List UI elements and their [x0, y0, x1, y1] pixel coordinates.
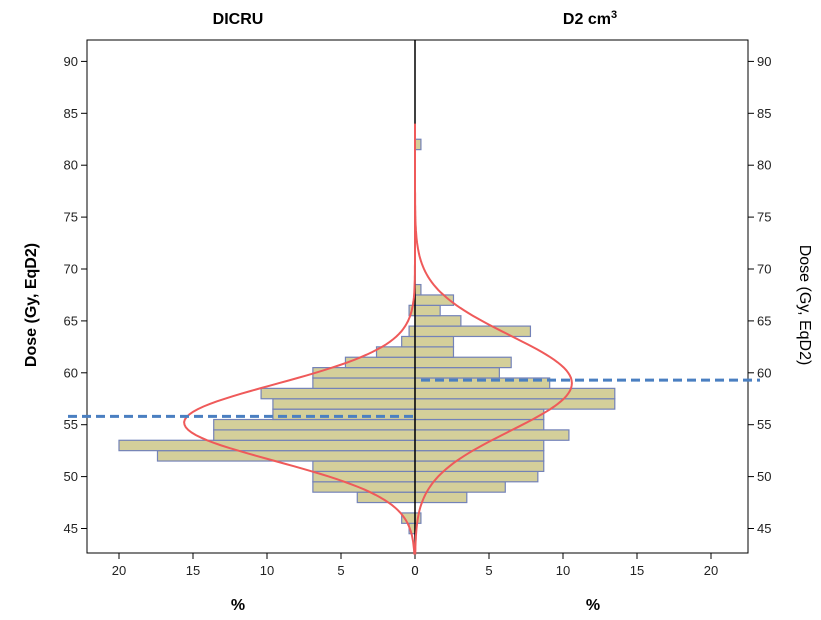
histogram-bar-right: [414, 356, 512, 369]
y-tick-label-right: 85: [757, 106, 771, 121]
x-tick-label-right: 20: [704, 563, 718, 578]
x-axis-title-left: %: [231, 597, 245, 614]
histogram-bar-left: [375, 346, 416, 358]
x-axis-title-right: %: [586, 597, 600, 614]
y-tick-label-left: 65: [64, 313, 78, 328]
x-tick-label-right: 0: [411, 563, 418, 578]
histogram-bar-right: [414, 315, 462, 327]
histogram-bar-right: [414, 429, 570, 441]
histogram-bar-right: [414, 450, 545, 462]
panel-title-right-text: D2 cm: [563, 11, 611, 28]
histogram-bar-right: [414, 335, 455, 348]
histogram-bar-right: [414, 439, 545, 452]
y-tick-label-right: 65: [757, 313, 771, 328]
y-tick-label-right: 90: [757, 54, 771, 69]
y-tick-label-right: 45: [757, 521, 771, 536]
y-axis-title-left: Dose (Gy, EqD2): [23, 243, 40, 367]
y-tick-label-left: 55: [64, 417, 78, 432]
y-tick-label-left: 50: [64, 469, 78, 484]
histogram-bar-right: [414, 346, 455, 358]
histogram-bar-right: [414, 325, 532, 338]
y-tick-label-right: 50: [757, 469, 771, 484]
y-tick-label-right: 70: [757, 262, 771, 277]
x-tick-label-left: 0: [411, 563, 418, 578]
histogram-bar-right: [414, 283, 422, 296]
x-tick-label-right: 5: [485, 563, 492, 578]
histogram-bar-left: [272, 398, 416, 410]
histogram-bar-right: [414, 304, 441, 317]
x-tick-label-right: 15: [630, 563, 644, 578]
x-tick-label-left: 15: [186, 563, 200, 578]
histogram-bar-left: [312, 377, 416, 389]
y-tick-label-right: 60: [757, 365, 771, 380]
x-tick-label-left: 10: [260, 563, 274, 578]
y-tick-label-left: 60: [64, 365, 78, 380]
histogram-bar-right: [414, 460, 545, 473]
y-tick-label-left: 80: [64, 158, 78, 173]
y-tick-label-left: 45: [64, 521, 78, 536]
histogram-bar-left: [260, 387, 416, 400]
y-tick-label-left: 90: [64, 54, 78, 69]
y-tick-label-right: 80: [757, 158, 771, 173]
panel-title-left: DICRU: [213, 11, 264, 28]
histogram-bar-left: [118, 439, 416, 452]
y-tick-label-right: 75: [757, 210, 771, 225]
histogram-bar-right: [414, 398, 616, 410]
y-tick-label-right: 55: [757, 417, 771, 432]
histogram-bar-left: [312, 481, 416, 493]
panel-title-right: D2 cm3: [563, 9, 617, 28]
histogram-bar-left: [213, 429, 416, 441]
histogram-bar-right: [414, 294, 455, 306]
histogram-bar-right: [414, 367, 500, 379]
y-tick-label-left: 75: [64, 210, 78, 225]
x-tick-label-left: 20: [112, 563, 126, 578]
histogram-bar-left: [401, 335, 416, 348]
histogram-bar-right: [414, 408, 545, 421]
y-tick-label-left: 85: [64, 106, 78, 121]
histogram-bar-left: [272, 408, 416, 421]
x-tick-label-right: 10: [556, 563, 570, 578]
y-axis-title-right: Dose (Gy, EqD2): [796, 245, 813, 366]
histogram-bar-right: [414, 387, 616, 400]
plot-frame: [86, 39, 749, 554]
histogram-bar-left: [408, 325, 416, 338]
normal-curve-right: [414, 123, 573, 555]
histogram-bar-right: [414, 470, 539, 483]
histogram-bar-left: [156, 450, 416, 462]
y-tick-label-left: 70: [64, 262, 78, 277]
histogram-bar-left: [312, 460, 416, 473]
histogram-bar-left: [213, 418, 416, 431]
x-tick-label-left: 5: [337, 563, 344, 578]
panel-title-right-superscript: 3: [611, 9, 617, 21]
